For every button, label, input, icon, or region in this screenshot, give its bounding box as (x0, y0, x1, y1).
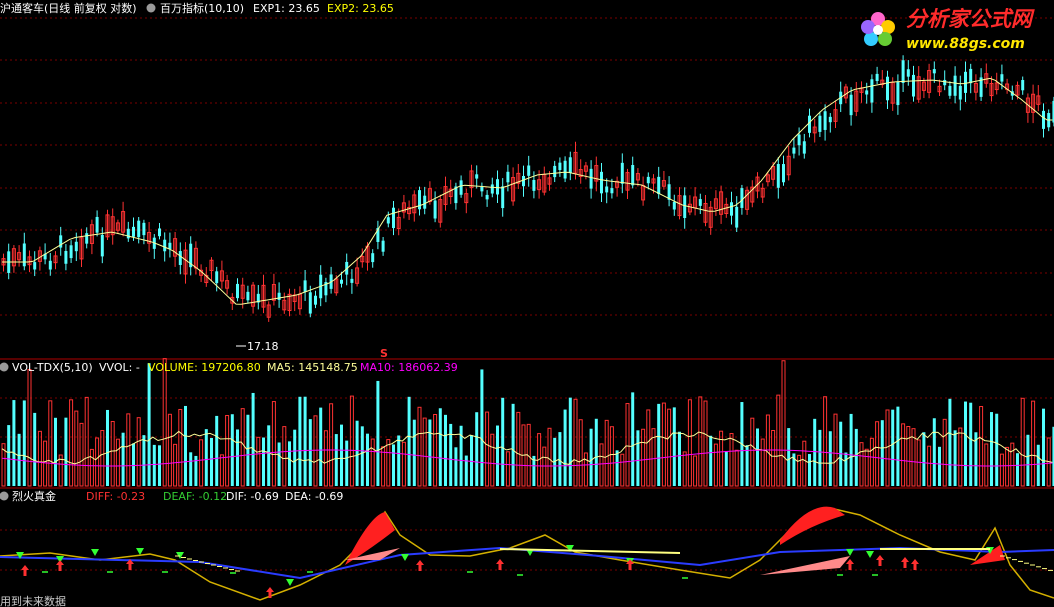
watermark-name: 分析家公式网 (906, 7, 1035, 31)
flower-logo-icon (861, 12, 895, 46)
settings-icon[interactable] (0, 362, 9, 372)
macd-indicator (0, 506, 1054, 601)
ma10-value: MA10: 186062.39 (360, 361, 458, 374)
price-header: 沪通客车(日线 前复权 对数) 百万指标(10,10) EXP1: 23.65 … (0, 1, 394, 15)
indicator-name: 百万指标(10,10) (160, 1, 244, 15)
volume-value: VOLUME: 197206.80 (148, 361, 261, 374)
signal-s-marker: S (380, 347, 388, 360)
candlestick-series (1, 55, 1054, 322)
volume-header: VOL-TDX(5,10) VVOL: - VOLUME: 197206.80 … (0, 361, 458, 374)
exp1-value: EXP1: 23.65 (253, 2, 320, 15)
volume-ma10-line (1, 449, 1053, 467)
watermark: 分析家公式网 www.88gs.com (861, 7, 1035, 52)
dea-value: DEA: -0.69 (285, 490, 343, 503)
volume-bars (1, 358, 1054, 487)
macd-indicator-title: 烈火真金 (12, 489, 56, 503)
future-data-notice: 用到未来数据 (0, 594, 66, 607)
low-price-label: 17.18 (247, 340, 279, 353)
volume-ma5-line (1, 430, 1053, 465)
dif-value: DIF: -0.69 (226, 490, 279, 503)
settings-icon[interactable] (0, 491, 9, 501)
price-ma-line (2, 77, 1053, 305)
stock-title: 沪通客车(日线 前复权 对数) (0, 1, 137, 15)
ma5-value: MA5: 145148.75 (267, 361, 358, 374)
settings-icon[interactable] (146, 3, 156, 13)
macd-header: 烈火真金 DIFF: -0.23 DEAF: -0.12 DIF: -0.69 … (0, 489, 343, 503)
exp2-value: EXP2: 23.65 (327, 2, 394, 15)
price-grid (0, 17, 1054, 571)
deaf-value: DEAF: -0.12 (163, 490, 227, 503)
volume-indicator-title: VOL-TDX(5,10) (12, 361, 93, 374)
watermark-url: www.88gs.com (906, 36, 1025, 52)
vvol-value: VVOL: - (99, 361, 140, 374)
diff-value: DIFF: -0.23 (86, 490, 145, 503)
